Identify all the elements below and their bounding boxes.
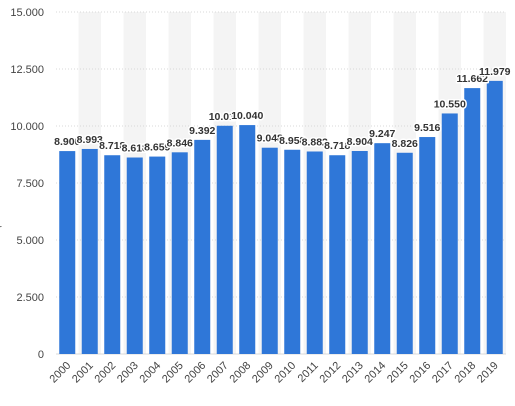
bar [441,113,458,355]
x-tick-label: 2000 [48,360,74,386]
x-tick-label: 2017 [430,360,456,386]
x-tick-label: 2001 [70,360,96,386]
data-label: 8.659 [144,142,170,154]
data-label: 8.826 [392,138,418,150]
bar [126,157,143,354]
x-tick-label: 2006 [183,360,209,386]
bar [374,143,391,354]
data-label: 8.718 [324,140,350,152]
bar [59,151,76,354]
bar [194,139,211,354]
bar [261,147,278,354]
bar [104,155,121,354]
y-tick-label: 5.000 [16,235,44,247]
x-tick-label: 2008 [228,360,254,386]
bar [171,152,188,354]
x-tick-label: 2014 [363,360,389,386]
y-axis-label-fragment: r [0,223,2,235]
data-label: 8.882 [302,136,328,148]
data-labels: 8.9008.9938.7188.6188.6598.8469.39210.01… [53,64,513,156]
bar [351,150,368,354]
bar [81,148,98,354]
data-label: 9.516 [414,122,440,134]
data-label: 8.618 [122,143,148,155]
y-tick-label: 15.000 [10,7,44,19]
y-tick-label: 0 [38,349,44,361]
data-label: 9.392 [189,125,215,137]
y-axis-ticks: 0 2.500 5.000 7.500 10.000 12.500 15.000 [10,7,44,361]
x-tick-label: 2002 [93,360,119,386]
bar [464,88,481,355]
data-label: 8.993 [77,134,103,146]
x-tick-label: 2016 [408,360,434,386]
data-label: 8.958 [279,135,305,147]
bar [329,155,346,354]
y-tick-label: 7.500 [16,178,44,190]
x-tick-label: 2003 [115,360,141,386]
data-label: 9.048 [257,133,283,145]
bar [306,151,323,354]
data-label: 8.846 [167,137,193,149]
x-axis-ticks: 2000200120022003200420052006200720082009… [48,360,501,386]
bar [486,80,503,355]
x-tick-label: 2004 [138,360,164,386]
data-label: 11.662 [456,73,488,85]
x-tick-label: 2015 [385,360,411,386]
data-label: 9.247 [369,128,395,140]
data-label: 10.040 [231,110,263,122]
bar [149,156,166,354]
data-label: 8.904 [347,136,373,148]
bar [239,125,256,354]
x-tick-label: 2009 [250,360,276,386]
bar [216,125,233,354]
x-tick-label: 2013 [340,360,366,386]
x-tick-label: 2018 [453,360,479,386]
x-tick-label: 2010 [273,360,299,386]
x-tick-label: 2012 [318,360,344,386]
x-tick-label: 2005 [160,360,186,386]
y-tick-label: 12.500 [10,64,44,76]
bar [396,152,413,354]
bar [419,137,436,354]
bars [59,80,503,355]
x-tick-label: 2011 [296,360,321,385]
data-label: 11.979 [479,66,511,78]
y-tick-label: 10.000 [10,121,44,133]
data-label: 10.010 [209,111,241,123]
bar [284,149,301,354]
y-tick-label: 2.500 [16,292,44,304]
x-tick-label: 2019 [475,360,501,386]
data-label: 8.718 [99,140,125,152]
x-tick-label: 2007 [205,360,231,386]
data-label: 8.900 [54,136,80,148]
data-label: 10.550 [434,98,466,110]
